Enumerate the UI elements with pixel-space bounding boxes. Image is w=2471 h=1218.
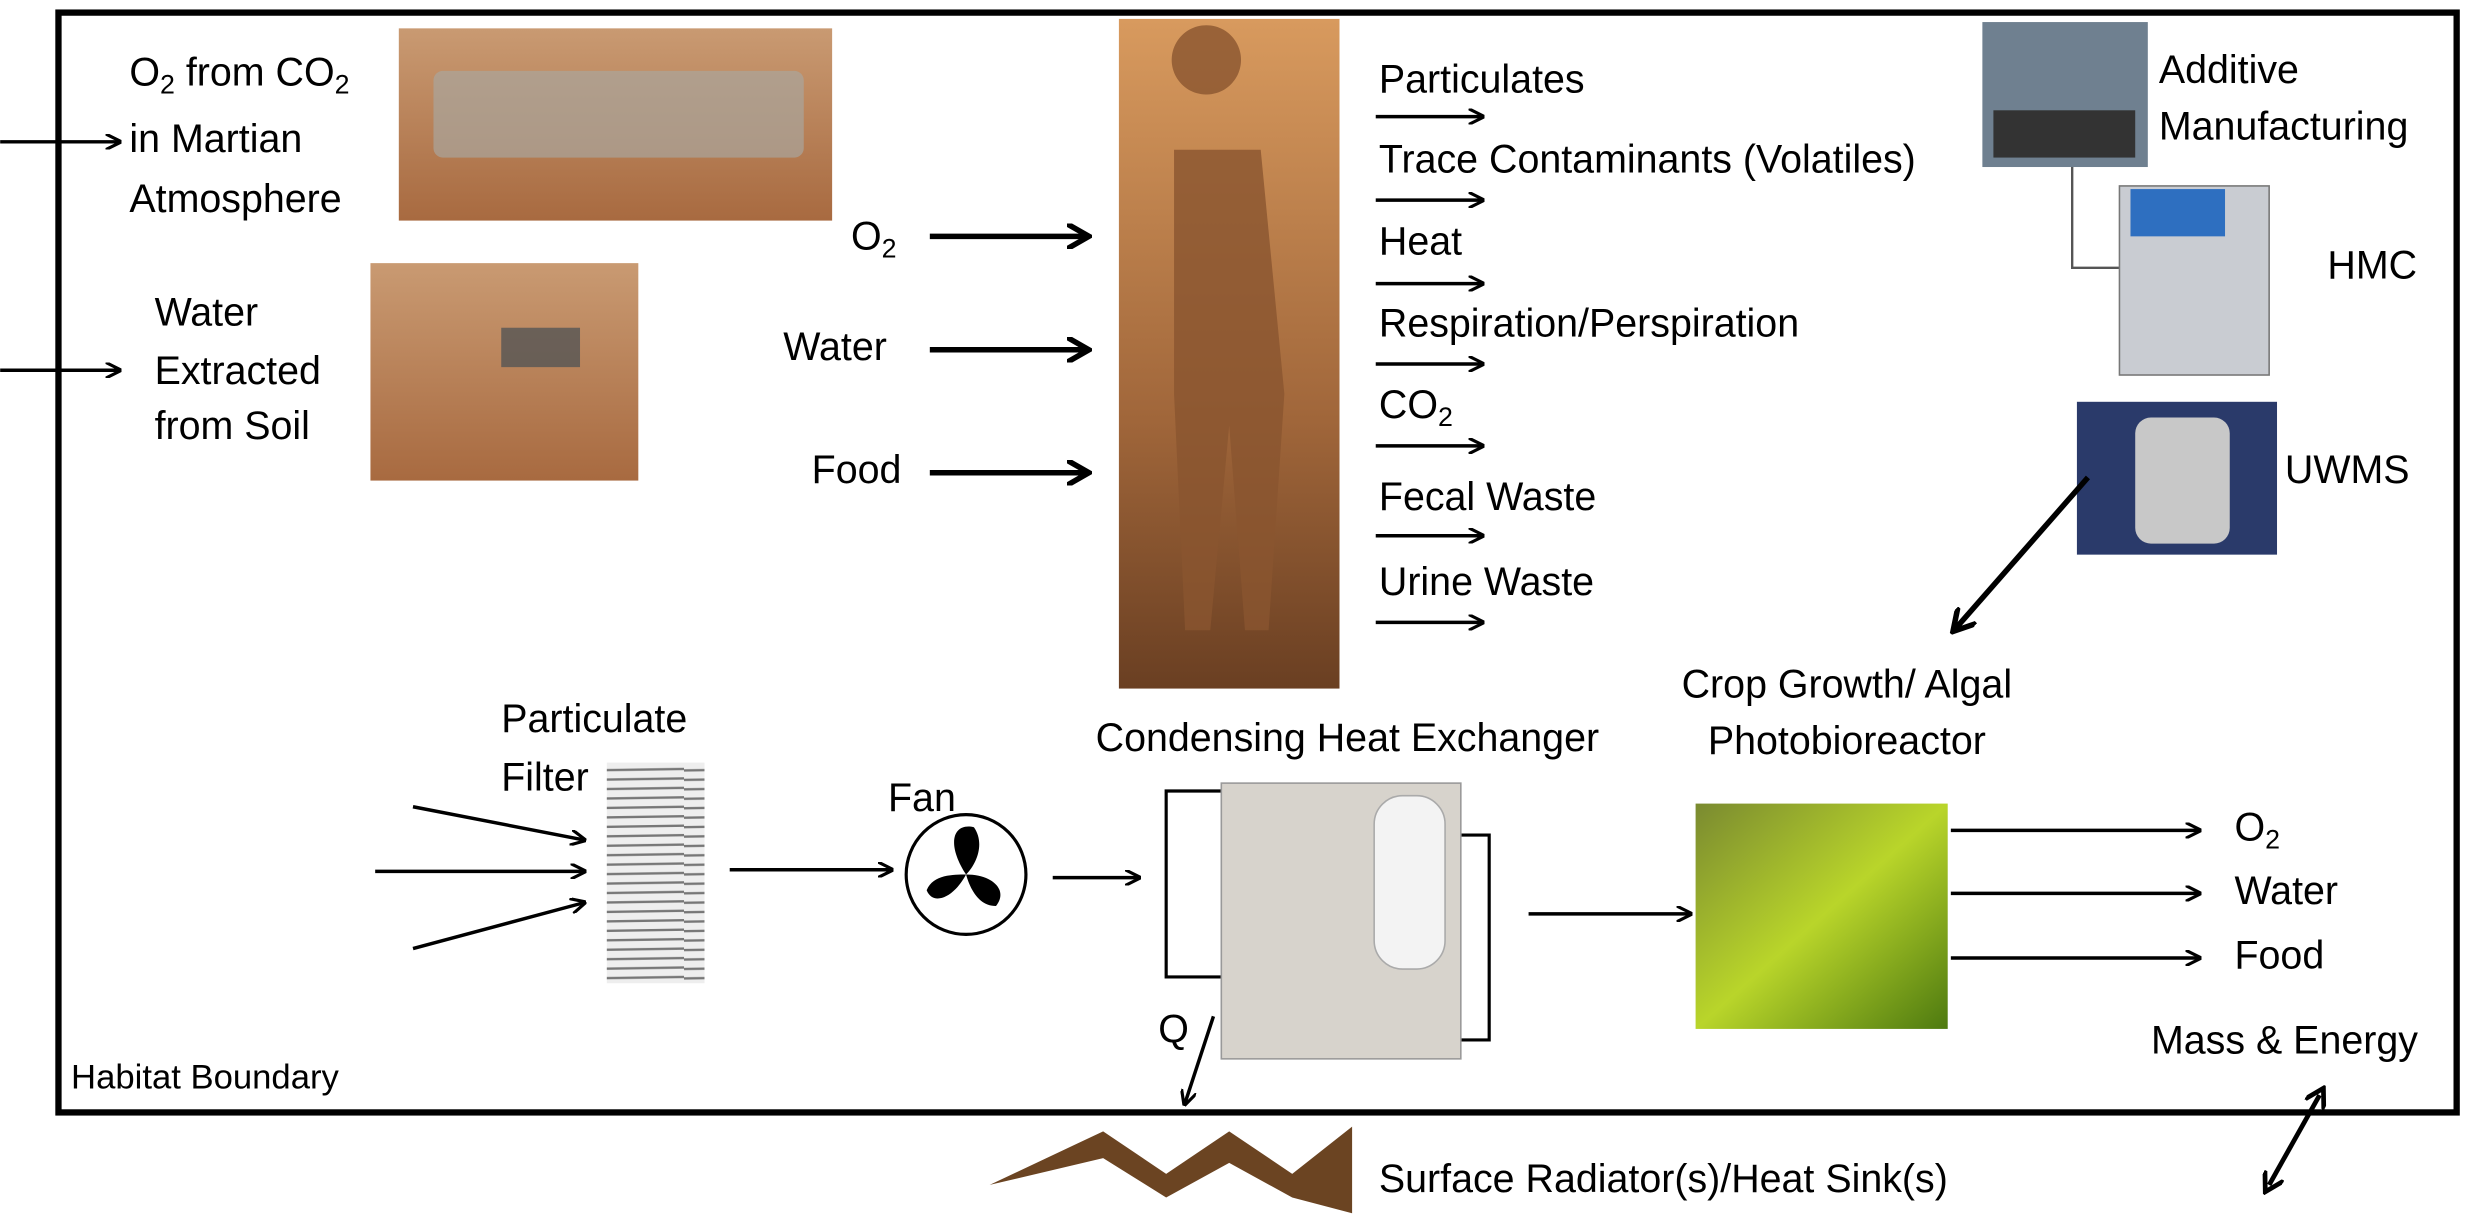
arrow xyxy=(412,805,583,840)
arrow xyxy=(412,903,583,951)
crew-inputs: O2 Water Food xyxy=(783,215,1087,492)
uwms-shape xyxy=(2135,417,2230,544)
radiator-icon xyxy=(989,1126,1353,1214)
label: Food xyxy=(2234,933,2324,977)
arrow xyxy=(1954,475,2091,630)
label: O2 xyxy=(2234,806,2280,855)
label: from Soil xyxy=(155,404,310,448)
label: Condensing Heat Exchanger xyxy=(1096,716,1599,760)
label: O2 from CO2 xyxy=(129,51,349,100)
label: Surface Radiator(s)/Heat Sink(s) xyxy=(1379,1157,1948,1201)
additive-shape xyxy=(1993,110,2136,158)
photobioreactor-photo xyxy=(1695,803,1948,1029)
label: CO2 xyxy=(1379,384,1453,433)
label: Particulates xyxy=(1379,57,1585,101)
label: Fan xyxy=(888,776,956,820)
extractor-shape xyxy=(501,327,581,368)
habitat-border xyxy=(55,9,2460,1116)
fan-blades xyxy=(926,826,1001,907)
label: Crop Growth/ Algal xyxy=(1682,662,2012,706)
hmc-shape xyxy=(2130,189,2226,237)
label: UWMS xyxy=(2285,448,2410,492)
label: Trace Contaminants (Volatiles) xyxy=(1379,138,1916,182)
label: Heat xyxy=(1379,220,1462,264)
label: Atmosphere xyxy=(129,177,341,221)
filter-photo xyxy=(606,762,705,984)
fan-icon xyxy=(904,813,1028,936)
label: Filter xyxy=(501,755,589,799)
label: Water xyxy=(2234,869,2338,913)
bracket xyxy=(1460,833,1491,1042)
air-loop: Particulate Filter Fan Condensing Heat E… xyxy=(375,697,1599,1103)
source-soil-water: Water Extracted from Soil xyxy=(0,263,639,481)
connector xyxy=(2071,167,2120,270)
label: HMC xyxy=(2327,243,2417,287)
label: Photobioreactor xyxy=(1708,719,1986,763)
label: Manufacturing xyxy=(2159,105,2409,149)
label: Fecal Waste xyxy=(1379,475,1596,519)
label: Water xyxy=(155,291,259,335)
label: Particulate xyxy=(501,697,687,741)
equipment: Additive Manufacturing HMC UWMS xyxy=(1954,22,2417,630)
label: Water xyxy=(783,325,887,369)
source-martian-o2: O2 from CO2 in Martian Atmosphere xyxy=(0,28,833,221)
label: Respiration/Perspiration xyxy=(1379,302,1799,346)
label: in Martian xyxy=(129,117,302,161)
arrow xyxy=(1185,1015,1216,1103)
double-arrow xyxy=(2269,1095,2319,1185)
label: Food xyxy=(812,448,902,492)
bracket xyxy=(1164,789,1222,979)
astronaut-shape xyxy=(1171,25,1285,631)
label: O2 xyxy=(851,215,897,264)
label: Mass & Energy xyxy=(2151,1019,2418,1063)
soil-photo xyxy=(370,263,639,481)
label: Urine Waste xyxy=(1379,560,1594,604)
label: Extracted xyxy=(155,349,321,393)
rover-shape xyxy=(433,70,804,158)
chx-shape xyxy=(1373,794,1446,970)
crew-outputs: Particulates Trace Contaminants (Volatil… xyxy=(1375,57,1916,622)
crop-growth: Crop Growth/ Algal Photobioreactor O2 Wa… xyxy=(1528,662,2338,1029)
boundary-label: Habitat Boundary xyxy=(71,1058,339,1096)
label: Q xyxy=(1158,1007,1189,1051)
label: Additive xyxy=(2159,48,2299,92)
